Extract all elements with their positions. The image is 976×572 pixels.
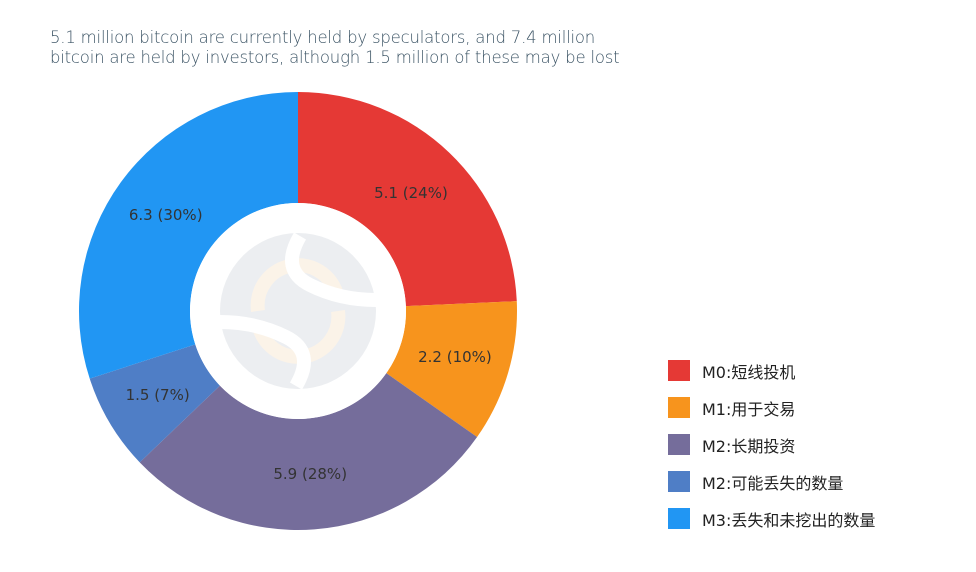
legend-label: M1:用于交易 [702, 399, 796, 419]
legend-item: M2:可能丢失的数量 [668, 463, 875, 500]
legend-swatch-icon [668, 471, 690, 492]
legend: M0:短线投机 M1:用于交易 M2:长期投资 M2:可能丢失的数量 M3:丢失和未挖出… [668, 352, 875, 537]
watermark-logo-icon [219, 232, 377, 390]
legend-label: M2:可能丢失的数量 [702, 473, 844, 493]
donut-slice [386, 301, 517, 438]
slice-data-label: 6.3 (30%) [129, 206, 203, 224]
legend-swatch-icon [668, 508, 690, 529]
legend-label: M3:丢失和未挖出的数量 [702, 510, 876, 530]
legend-item: M1:用于交易 [668, 389, 875, 426]
slice-labels: 5.1 (24%) 2.2 (10%) 5.9 (28%) 1.5 (7%) 6.3 (… [126, 184, 492, 483]
legend-item: M2:长期投资 [668, 426, 875, 463]
legend-swatch-icon [668, 434, 690, 455]
legend-item: M3:丢失和未挖出的数量 [668, 500, 875, 537]
legend-label: M2:长期投资 [702, 436, 796, 456]
chart-title-line-1: 5.1 million bitcoin are currently held b… [50, 28, 596, 47]
slice-data-label: 2.2 (10%) [418, 348, 492, 366]
donut-slice [139, 373, 478, 530]
donut-slice [78, 92, 298, 379]
chart-title-line-2: bitcoin are held by investors, although … [50, 48, 620, 67]
legend-item: M0:短线投机 [668, 352, 875, 389]
donut-slice [298, 92, 517, 307]
legend-label: M0:短线投机 [702, 362, 796, 382]
slice-data-label: 1.5 (7%) [126, 386, 190, 404]
slice-data-label: 5.1 (24%) [374, 184, 448, 202]
chart-title: 5.1 million bitcoin are currently held b… [50, 28, 690, 68]
slice-data-label: 5.9 (28%) [273, 465, 347, 483]
legend-swatch-icon [668, 360, 690, 381]
donut-slice [89, 344, 220, 463]
legend-swatch-icon [668, 397, 690, 418]
